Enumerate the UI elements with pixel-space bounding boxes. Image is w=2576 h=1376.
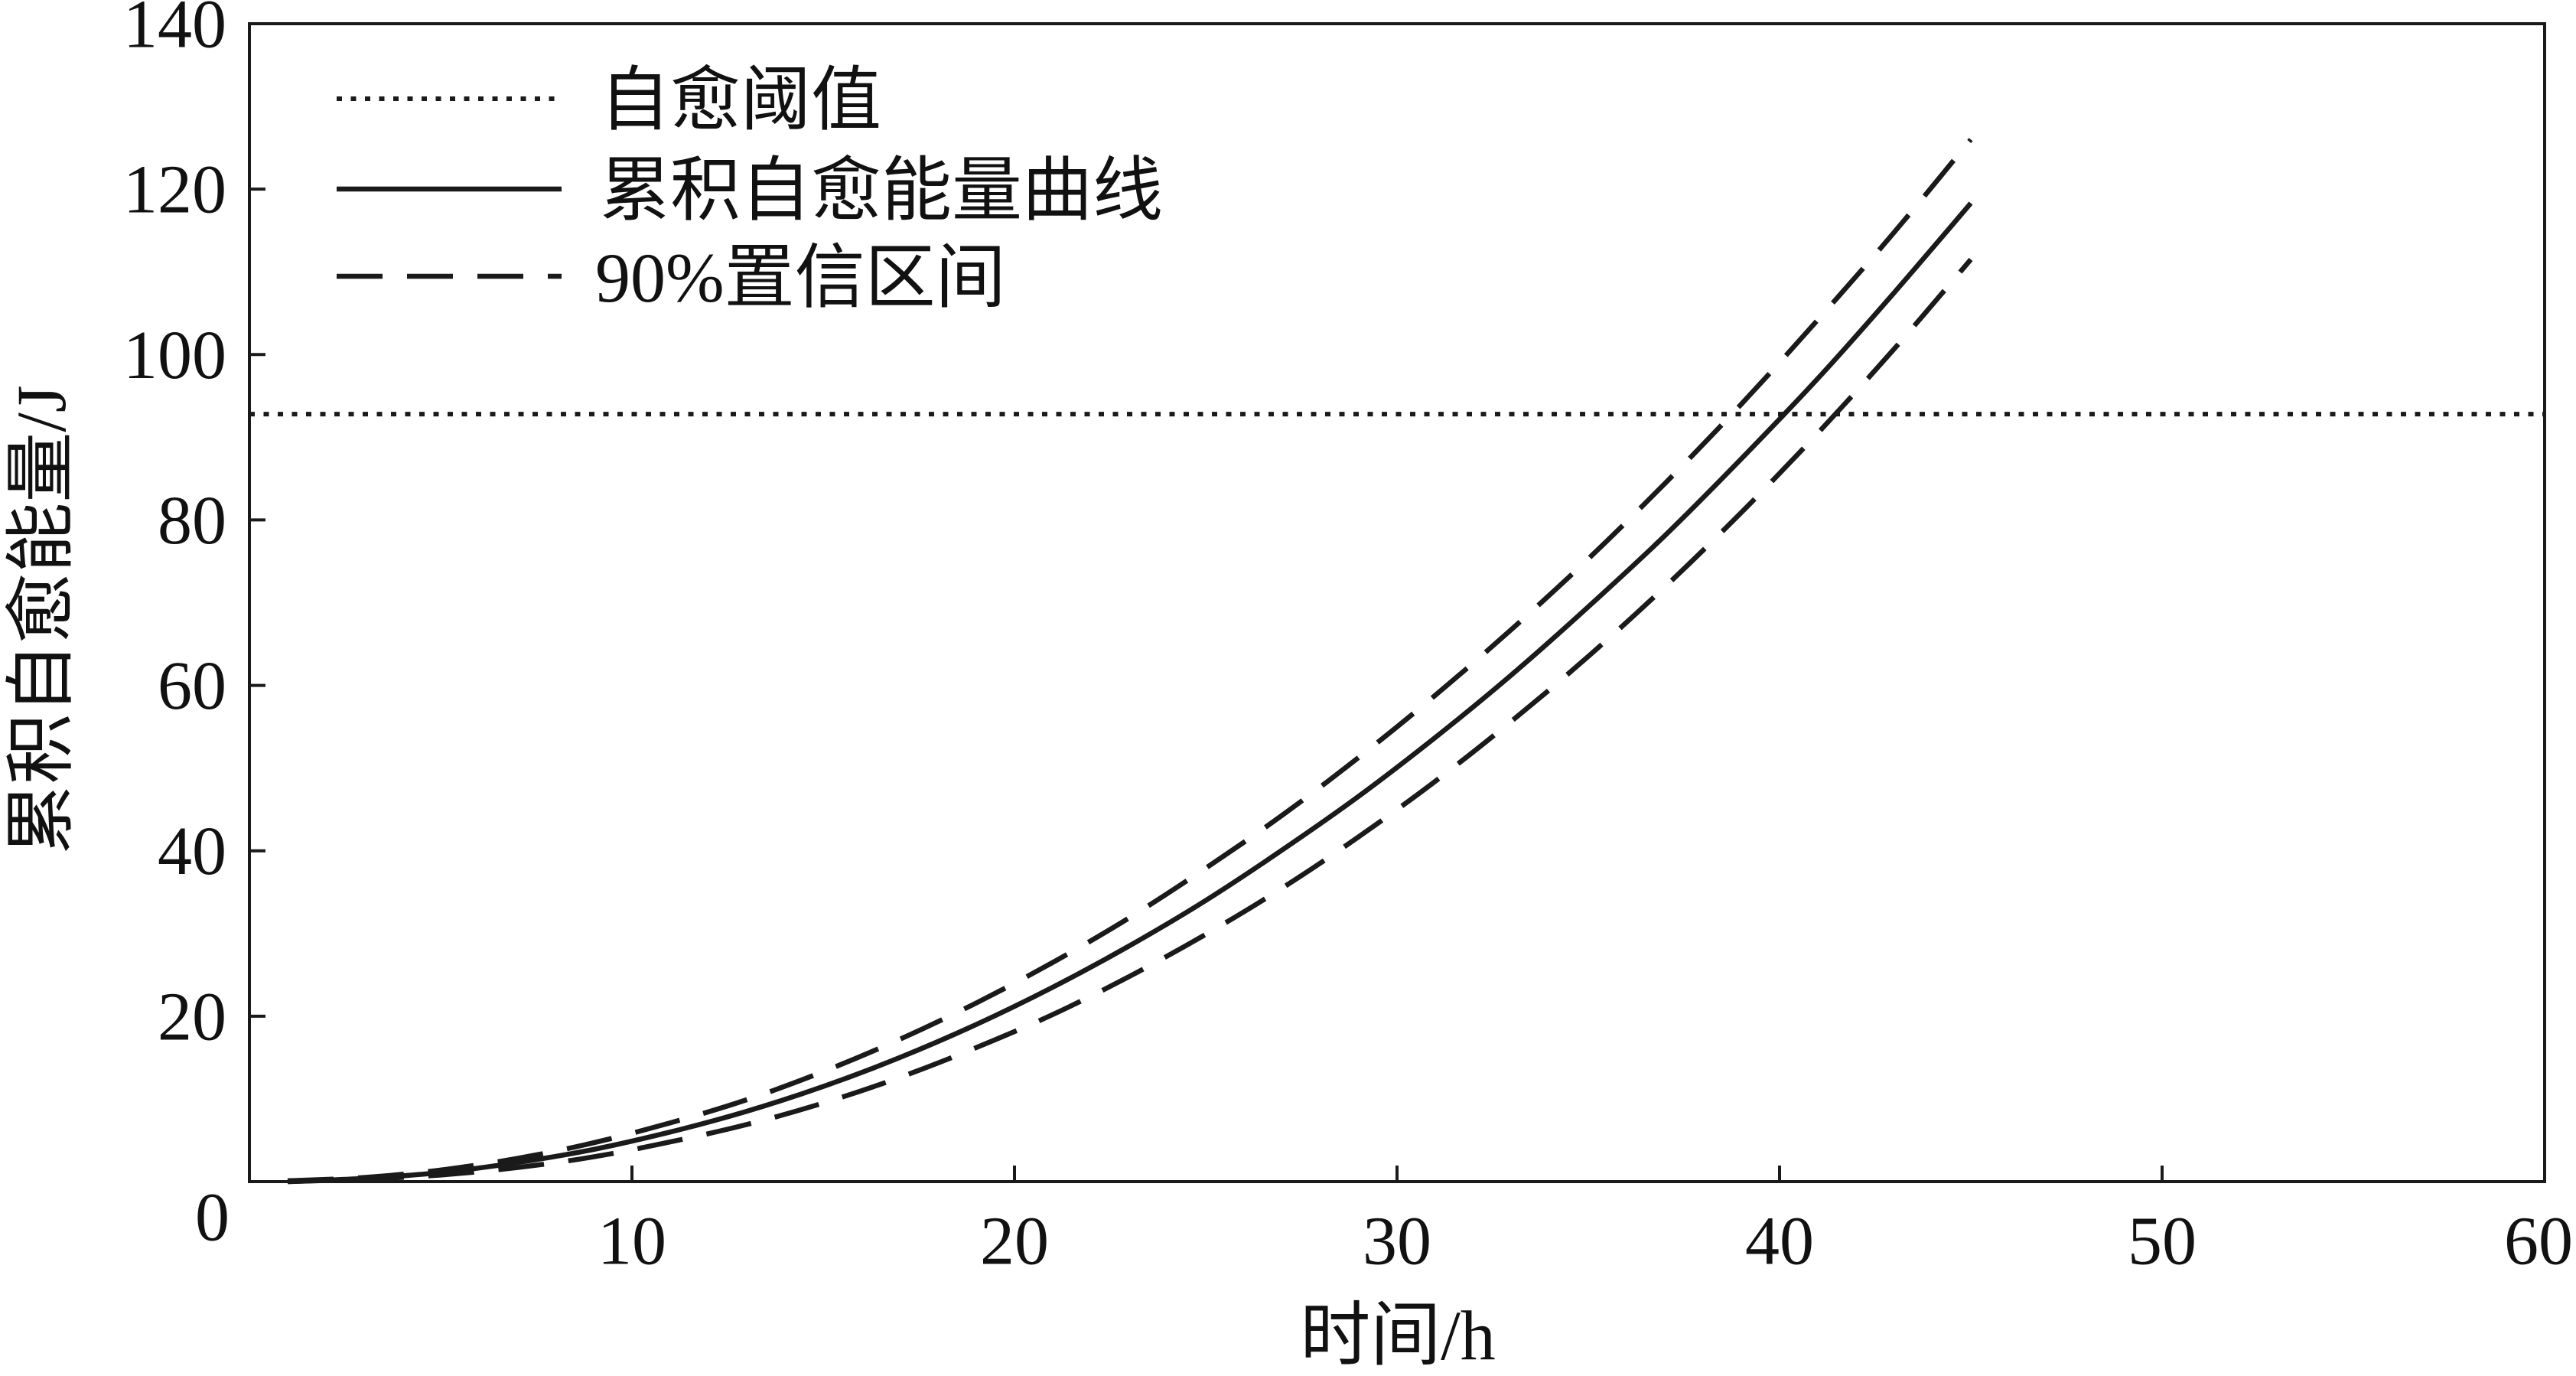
x-tick-label: 10 (598, 1204, 666, 1280)
y-axis-label: 累积自愈能量/J (2, 385, 80, 854)
axes: 10 20 30 40 50 60 0 20 40 60 80 100 120 140 (123, 0, 2573, 1280)
x-tick-label: 50 (2128, 1204, 2197, 1280)
plot-area (249, 138, 2545, 1185)
legend: 自愈阈值 累积自愈能量曲线 90%置信区间 (337, 61, 1163, 317)
x-tick-label: 40 (1745, 1204, 1814, 1280)
confidence-band-lower-line (287, 257, 1973, 1185)
y-tick-label: 120 (123, 152, 226, 228)
x-tick-label: 30 (1363, 1204, 1431, 1280)
x-tick-label: 60 (2504, 1204, 2573, 1280)
y-tick-label: 20 (158, 979, 226, 1055)
y-tick-label: 0 (195, 1180, 230, 1256)
y-tick-label: 80 (158, 483, 226, 559)
x-axis-label: 时间/h (1300, 1296, 1496, 1374)
y-tick-label: 100 (123, 318, 226, 393)
legend-band-label: 90%置信区间 (595, 239, 1006, 317)
legend-curve-label: 累积自愈能量曲线 (600, 152, 1163, 230)
plot-frame (248, 22, 2546, 1183)
y-tick-label: 140 (123, 0, 226, 63)
legend-threshold-label: 自愈阈值 (600, 61, 881, 139)
y-tick-label: 40 (158, 814, 226, 889)
confidence-band-upper-line (287, 138, 1973, 1184)
y-tick-label: 60 (158, 648, 226, 724)
series-line (287, 201, 1973, 1185)
x-tick-label: 20 (980, 1204, 1049, 1280)
